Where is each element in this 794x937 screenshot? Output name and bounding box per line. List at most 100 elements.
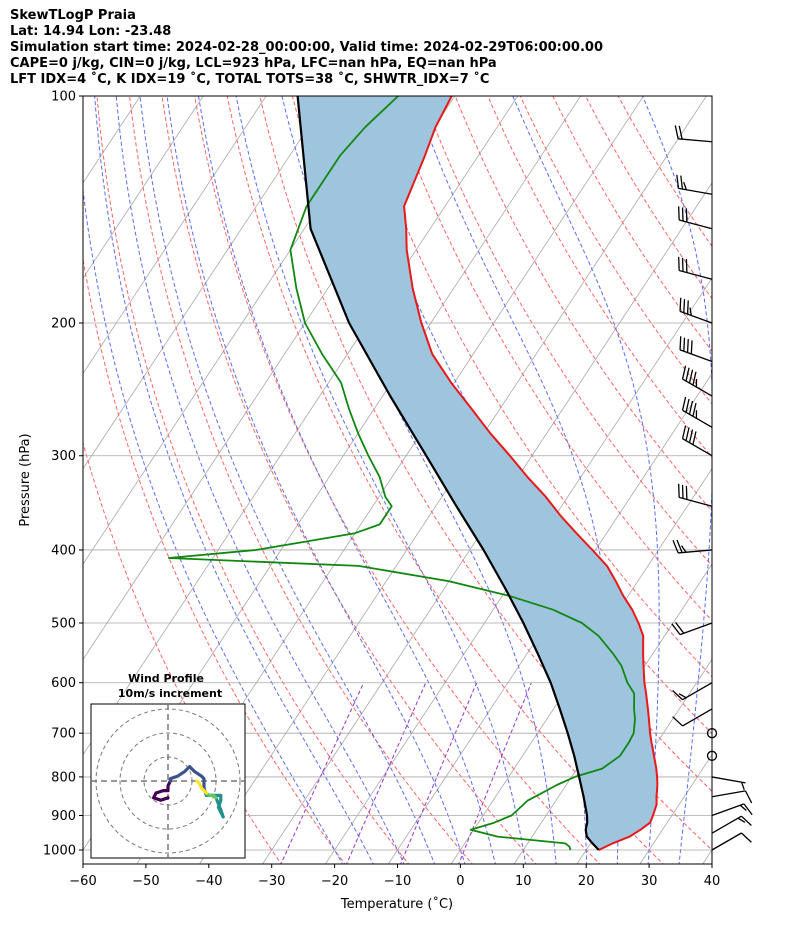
wind-barb xyxy=(711,776,746,790)
cape-fill xyxy=(297,96,658,850)
y-tick-label: 700 xyxy=(51,727,76,742)
dewpoint-line xyxy=(167,96,636,851)
isotherm-line xyxy=(702,849,712,864)
wind-barb-full xyxy=(741,832,752,843)
wind-profile-inset: Wind Profile 10m/s increment xyxy=(90,672,246,859)
moist-adiabat xyxy=(198,96,496,864)
wind-barb-full xyxy=(675,622,685,634)
wind-barb-staff xyxy=(678,549,713,554)
moist-adiabat xyxy=(642,96,712,864)
wind-barb-half xyxy=(739,804,747,811)
dry-adiabat xyxy=(161,96,537,864)
x-tick-label: 10 xyxy=(515,874,532,889)
wind-barb-half xyxy=(680,545,687,553)
wind-barb-staff xyxy=(682,438,713,457)
x-tick-label: 30 xyxy=(641,874,658,889)
y-tick-label: 800 xyxy=(51,770,76,785)
wind-barb-full xyxy=(688,369,694,384)
dry-adiabat xyxy=(83,256,346,864)
isotherm-line xyxy=(513,563,712,864)
wind-barb xyxy=(679,336,713,363)
isotherm-line xyxy=(576,658,712,864)
x-tick-label: −40 xyxy=(195,874,222,889)
wind-barb-full xyxy=(679,336,682,350)
hodograph-trace xyxy=(204,791,218,800)
wind-barb-staff xyxy=(711,815,742,834)
wind-barb-half xyxy=(683,181,688,190)
wind-barb-full xyxy=(672,689,683,701)
parcel-line xyxy=(296,96,600,851)
wind-barb-full xyxy=(672,716,683,727)
inset-title: Wind Profile xyxy=(128,672,204,685)
wind-barb-staff xyxy=(682,378,713,397)
isotherm-line xyxy=(0,61,100,865)
isotherm-line xyxy=(83,96,267,375)
dry-adiabat xyxy=(389,96,712,622)
wind-barb xyxy=(711,815,752,834)
sounding-profiles xyxy=(167,96,659,851)
wind-barb-full xyxy=(685,367,690,382)
dry-adiabat xyxy=(128,96,473,864)
x-tick-label: −60 xyxy=(69,874,96,889)
wind-barb xyxy=(678,256,713,280)
moist-adiabat xyxy=(166,96,466,864)
hodograph-trace xyxy=(195,779,208,795)
dry-adiabat xyxy=(194,96,601,864)
wind-barb-half xyxy=(678,693,687,699)
wind-barb xyxy=(711,790,753,804)
dry-adiabat xyxy=(83,441,282,864)
moist-adiabat xyxy=(139,96,436,864)
y-tick-label: 200 xyxy=(51,316,76,331)
isotherm-line xyxy=(324,277,712,864)
dry-adiabat xyxy=(356,96,712,678)
hodograph-trace xyxy=(204,793,225,819)
wind-barb xyxy=(711,803,753,817)
x-tick-label: 20 xyxy=(578,874,595,889)
moist-adiabat xyxy=(83,186,344,864)
wind-barb-full xyxy=(741,815,752,826)
wind-barb xyxy=(681,365,713,397)
location-coordinates: Lat: 14.94 Lon: -23.48 xyxy=(10,24,172,39)
chart-header: SkewTLogP Praia Lat: 14.94 Lon: -23.48 S… xyxy=(10,8,790,88)
wind-barb-full xyxy=(688,429,694,443)
y-tick-label: 600 xyxy=(51,676,76,691)
moist-adiabat xyxy=(115,96,405,864)
wind-barb-full xyxy=(688,400,694,415)
x-axis-label: Temperature (˚C) xyxy=(340,896,453,912)
wind-barb xyxy=(672,539,713,554)
y-tick-label: 400 xyxy=(51,543,76,558)
wind-barb xyxy=(711,832,752,851)
wind-barb xyxy=(681,425,713,457)
wind-barb-full xyxy=(690,340,693,355)
wind-barb-full xyxy=(685,427,690,441)
dry-adiabat xyxy=(487,96,712,459)
wind-barb-full xyxy=(679,297,682,312)
wind-barb xyxy=(679,297,713,324)
wind-barb-staff xyxy=(678,496,713,507)
wind-barb-staff xyxy=(678,269,713,280)
wind-barb-full xyxy=(674,125,679,139)
wind-barb-staff xyxy=(682,708,713,727)
wind-barb-staff xyxy=(711,776,746,784)
simulation-times: Simulation start time: 2024-02-28_00:00:… xyxy=(10,40,603,55)
wind-barb-full xyxy=(683,299,686,313)
wind-barb-full xyxy=(692,402,697,417)
wind-barb-full xyxy=(692,371,697,386)
wind-barb-staff xyxy=(682,409,713,428)
y-axis-ticks: 100 200 300 400 500 600 700 800 900 1000 xyxy=(43,90,83,859)
index-parameters: LFT IDX=4 ˚C, K IDX=19 ˚C, TOTAL TOTS=38… xyxy=(10,72,490,87)
wind-barb-staff xyxy=(678,138,713,143)
moist-adiabat xyxy=(94,96,374,864)
wind-barb-full xyxy=(671,623,681,636)
y-tick-label: 500 xyxy=(51,617,76,632)
wind-barb-half xyxy=(689,307,692,316)
wind-barb-full xyxy=(744,790,753,804)
wind-barb-half xyxy=(737,817,746,823)
wind-barb-full xyxy=(681,365,687,380)
wind-barb-full xyxy=(743,803,753,816)
isotherm-line xyxy=(83,96,204,279)
x-tick-label: −10 xyxy=(384,874,411,889)
wind-barb-staff xyxy=(711,790,746,798)
wind-barb-staff xyxy=(679,349,713,363)
